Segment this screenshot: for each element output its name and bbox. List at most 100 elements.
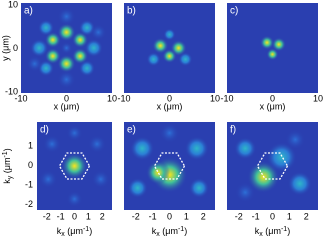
intensity: [152, 37, 169, 54]
label-part: -1: [83, 226, 89, 233]
intensity: [271, 37, 286, 52]
k: k: [2, 179, 12, 184]
brillouin-zone: [58, 152, 91, 180]
x-tick-label: -2: [43, 211, 51, 221]
y-tick-label: -2: [25, 199, 33, 209]
x-tick-label: 1: [184, 211, 189, 221]
intensity: [146, 52, 161, 67]
label-part: -1: [178, 226, 184, 233]
x-tick-label: 2: [201, 211, 206, 221]
x-tick-label: 0: [167, 211, 172, 221]
panel-label: a): [24, 6, 33, 17]
sub: y: [7, 175, 14, 179]
intensity: [84, 39, 103, 57]
intensity: [44, 48, 61, 65]
y-tick-label: 0: [13, 43, 18, 53]
x-tick-label: 2: [100, 211, 105, 221]
label-part: x: [61, 231, 65, 238]
x-tick-label: 1: [287, 211, 292, 221]
label-part: x: [259, 231, 263, 238]
unit: (μm: [2, 158, 12, 176]
intensity: [235, 182, 256, 203]
label-part: (μm: [160, 226, 178, 236]
x-tick-label: 0: [167, 93, 172, 103]
intensity: [72, 48, 89, 65]
ky-axis-label: ky (μm-1): [2, 148, 14, 183]
intensity: [44, 31, 61, 48]
intensity: [260, 35, 275, 50]
label-part: k: [152, 226, 157, 236]
x-tick-label: 10: [107, 93, 117, 103]
intensity: [90, 24, 107, 41]
intensity: [30, 39, 49, 57]
kx-axis-label: kx (μm-1): [255, 226, 290, 238]
label-part: k: [57, 226, 62, 236]
intensity: [146, 160, 171, 185]
intensity: [127, 178, 148, 198]
intensity: [38, 19, 55, 36]
label-part: x: [156, 231, 160, 238]
kx-axis-label: kx (μm-1): [152, 226, 187, 238]
panel: d) -2 -1 0 1 2 kx (μm-1): [37, 122, 112, 238]
intensity: [88, 135, 106, 153]
intensity: [57, 7, 76, 26]
intensity: [162, 49, 177, 64]
intensity: [287, 171, 312, 196]
intensity: [163, 28, 176, 41]
label-part: (μm: [263, 226, 281, 236]
x-tick-label: 0: [72, 211, 77, 221]
intensity: [178, 52, 193, 67]
panel-label: b): [127, 6, 136, 17]
x-axis-label: x (μm): [260, 101, 286, 111]
x-tick-label: -2: [235, 211, 243, 221]
label-part: k: [255, 226, 260, 236]
intensity: [39, 170, 58, 189]
x-tick-label: -10: [117, 93, 130, 103]
panel-image: [124, 3, 215, 93]
x-tick-label: -1: [57, 211, 65, 221]
panel: a) -10 0 10 x (μm): [14, 3, 117, 111]
label-part: (μm: [65, 226, 83, 236]
y-tick-label: 0: [28, 160, 33, 170]
panels: a)-10 0 10x (μm)b)-10 0 10x (μm)c)-10 0 10x (μ…: [5, 0, 323, 238]
intensity: [91, 170, 110, 189]
intensity: [266, 48, 279, 61]
intensity: [184, 136, 209, 161]
label-part: ): [89, 226, 92, 236]
x-tick-label: 2: [304, 211, 309, 221]
y-tick-label: -10: [5, 86, 18, 96]
x-tick-label: 1: [86, 211, 91, 221]
intensity: [57, 70, 76, 89]
x-tick-label: 10: [313, 93, 323, 103]
close: ): [2, 148, 12, 151]
x-tick-label: 0: [64, 93, 69, 103]
panel-label: d): [40, 125, 49, 136]
label-part: ): [287, 226, 290, 236]
exp: -1: [2, 151, 9, 157]
y-tick-label: 1: [28, 140, 33, 150]
intensity: [66, 125, 83, 141]
x-axis-label: x (μm): [54, 101, 80, 111]
intensity: [78, 60, 95, 77]
panel-label: c): [230, 6, 238, 17]
intensity: [285, 129, 306, 150]
y-tick-label: 10: [8, 0, 18, 9]
x-tick-label: -1: [149, 211, 157, 221]
intensity: [130, 136, 155, 161]
label-part: -1: [281, 226, 287, 233]
x-tick-label: -10: [220, 93, 233, 103]
x-tick-label: 0: [270, 93, 275, 103]
intensity: [189, 178, 210, 198]
intensity: [60, 42, 73, 54]
intensity: [72, 31, 89, 48]
x-tick-label: 10: [210, 93, 220, 103]
x-axis-label: x (μm): [157, 101, 183, 111]
intensity: [61, 153, 88, 179]
y-axis-label: y (μm): [0, 35, 10, 61]
kx-axis-label: kx (μm-1): [57, 226, 92, 238]
intensity: [57, 54, 76, 73]
label-part: ): [184, 226, 187, 236]
panel: c) -10 0 10 x (μm): [220, 3, 323, 111]
brillouin-zone: [256, 152, 289, 180]
